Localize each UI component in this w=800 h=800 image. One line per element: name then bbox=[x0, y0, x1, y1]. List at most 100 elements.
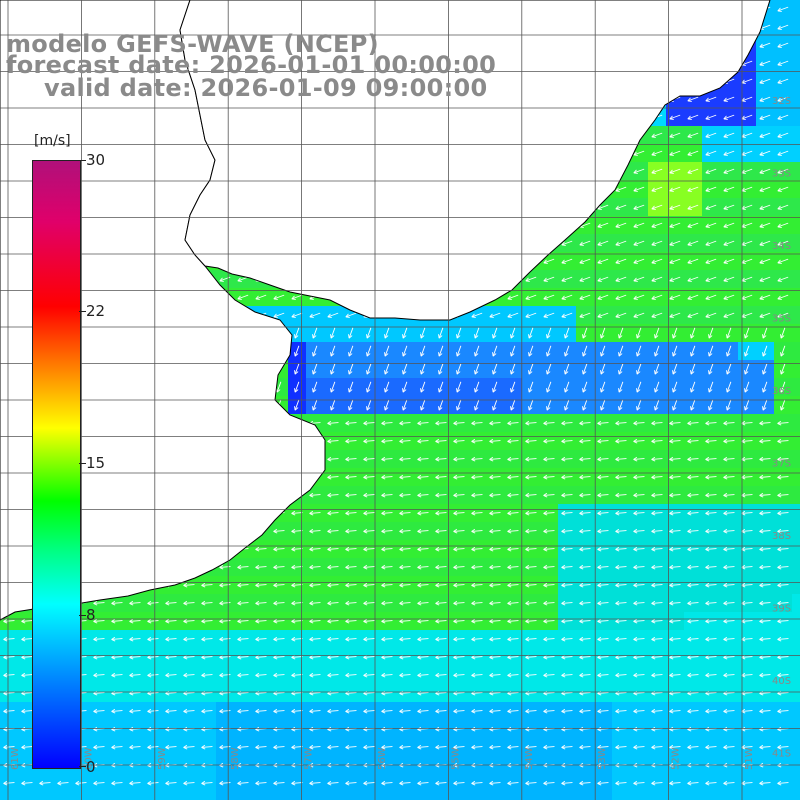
wind-cell bbox=[486, 792, 504, 800]
wind-cell bbox=[792, 414, 800, 432]
longitude-label: 52W bbox=[671, 747, 682, 770]
latitude-label: 39S bbox=[772, 604, 791, 615]
wind-cell bbox=[792, 234, 800, 252]
wind-cell bbox=[792, 630, 800, 648]
wind-cell bbox=[792, 702, 800, 720]
wind-cell bbox=[234, 792, 252, 800]
wind-cell bbox=[792, 306, 800, 324]
colorbar-unit: [m/s] bbox=[34, 133, 71, 149]
wind-cell bbox=[792, 468, 800, 486]
wind-cell bbox=[792, 270, 800, 288]
latitude-label: 35S bbox=[772, 314, 791, 325]
wind-cell bbox=[792, 504, 800, 522]
wind-cell bbox=[576, 792, 594, 800]
wind-cell bbox=[108, 792, 126, 800]
wind-cell bbox=[792, 558, 800, 576]
wind-cell bbox=[792, 288, 800, 306]
longitude-label: 61W bbox=[10, 747, 21, 770]
wind-cell bbox=[792, 684, 800, 702]
wind-cell bbox=[216, 792, 234, 800]
wind-cell bbox=[162, 792, 180, 800]
wind-cell bbox=[792, 18, 800, 36]
latitude-label: 40S bbox=[772, 676, 791, 687]
latitude-label: 38S bbox=[772, 531, 791, 542]
wind-cell bbox=[792, 360, 800, 378]
wind-cell bbox=[648, 792, 666, 800]
wind-cell bbox=[504, 792, 522, 800]
wind-cell bbox=[792, 666, 800, 684]
wind-cell bbox=[792, 126, 800, 144]
latitude-label: 41S bbox=[772, 749, 791, 760]
longitude-label: 54W bbox=[524, 747, 535, 770]
wind-cell bbox=[144, 792, 162, 800]
colorbar-tick-15: 15 bbox=[86, 454, 106, 472]
wind-cell bbox=[792, 162, 800, 180]
wind-cell bbox=[792, 774, 800, 792]
wind-cell bbox=[792, 450, 800, 468]
wind-cell bbox=[558, 792, 576, 800]
wind-cell bbox=[792, 720, 800, 738]
wind-cell bbox=[540, 792, 558, 800]
longitude-label: 58W bbox=[230, 747, 241, 770]
wind-cell bbox=[792, 54, 800, 72]
wind-cell bbox=[468, 792, 486, 800]
wind-cell bbox=[54, 792, 72, 800]
wind-cell bbox=[792, 216, 800, 234]
wind-cell bbox=[792, 72, 800, 90]
wind-cell bbox=[738, 792, 756, 800]
latitude-label: 33S bbox=[772, 169, 791, 180]
longitude-label: 57W bbox=[304, 747, 315, 770]
wind-cell bbox=[792, 198, 800, 216]
colorbar-tick-0: 0 bbox=[86, 758, 96, 776]
wind-cell bbox=[252, 792, 270, 800]
wind-cell bbox=[288, 792, 306, 800]
wind-cell bbox=[18, 792, 36, 800]
wind-cell bbox=[774, 792, 792, 800]
colorbar-tick-8: 8 bbox=[86, 606, 96, 624]
wind-cell bbox=[792, 90, 800, 108]
longitude-label: 55W bbox=[450, 747, 461, 770]
wind-cell bbox=[324, 792, 342, 800]
wind-cell bbox=[594, 792, 612, 800]
wind-cell bbox=[792, 486, 800, 504]
wind-cell bbox=[792, 738, 800, 756]
wind-cell bbox=[792, 612, 800, 630]
wind-cell bbox=[342, 792, 360, 800]
wind-cell bbox=[432, 792, 450, 800]
latitude-label: 37S bbox=[772, 459, 791, 470]
wind-cell bbox=[792, 144, 800, 162]
wind-cell bbox=[0, 792, 18, 800]
wind-cell bbox=[180, 792, 198, 800]
wind-cell bbox=[792, 0, 800, 18]
wind-cell bbox=[720, 792, 738, 800]
wind-cell bbox=[90, 792, 108, 800]
wind-cell bbox=[792, 342, 800, 360]
colorbar-tick-30: 30 bbox=[86, 151, 106, 169]
wind-cell bbox=[684, 792, 702, 800]
wind-cell bbox=[792, 396, 800, 414]
wind-cell bbox=[702, 792, 720, 800]
wind-cell bbox=[792, 540, 800, 558]
latitude-label: 32S bbox=[772, 96, 791, 107]
longitude-label: 51W bbox=[744, 747, 755, 770]
wind-cell bbox=[792, 594, 800, 612]
wind-cell bbox=[612, 792, 630, 800]
wind-cell bbox=[792, 180, 800, 198]
wind-cell bbox=[36, 792, 54, 800]
longitude-label: 56W bbox=[377, 747, 388, 770]
wind-cell bbox=[378, 792, 396, 800]
longitude-label: 53W bbox=[597, 747, 608, 770]
wind-cell bbox=[396, 792, 414, 800]
latitude-label: 36S bbox=[772, 386, 791, 397]
wind-cell bbox=[792, 36, 800, 54]
wind-cell bbox=[756, 792, 774, 800]
wind-cell bbox=[792, 108, 800, 126]
wind-cell bbox=[792, 792, 800, 800]
wind-cell bbox=[792, 252, 800, 270]
wind-cell bbox=[198, 792, 216, 800]
wind-cell bbox=[630, 792, 648, 800]
colorbar bbox=[32, 160, 81, 769]
wind-cell bbox=[522, 792, 540, 800]
wind-cell bbox=[270, 792, 288, 800]
